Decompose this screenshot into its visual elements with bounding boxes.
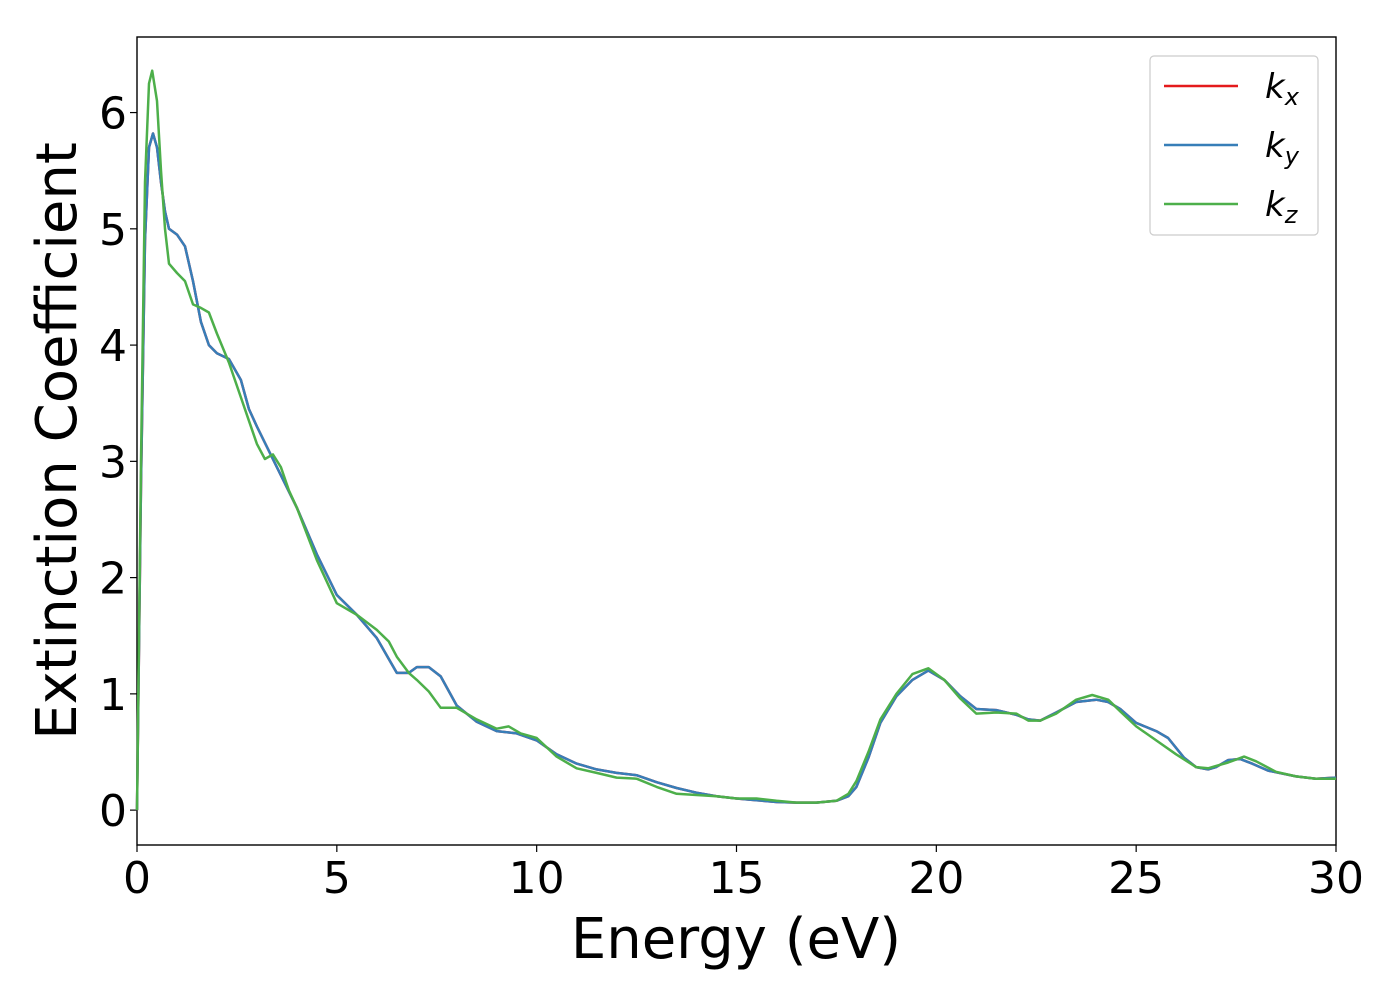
y-tick-label: 4	[99, 321, 127, 372]
y-tick-label: 3	[99, 437, 127, 488]
legend-label-kz: kz	[1265, 185, 1299, 229]
y-tick-label: 0	[99, 786, 127, 837]
legend-label-base: k	[1265, 185, 1286, 225]
series-line-kz	[135, 69, 1336, 811]
legend-label-base: k	[1265, 126, 1286, 166]
series-line-ky	[135, 132, 1337, 811]
series-layer	[135, 69, 1337, 811]
y-tick-label: 6	[99, 89, 127, 140]
y-tick-label: 2	[99, 554, 127, 605]
legend-label-subscript: x	[1284, 83, 1300, 111]
legend-label-base: k	[1265, 67, 1286, 107]
y-tick-label: 5	[99, 205, 127, 256]
x-tick-label: 10	[509, 853, 565, 904]
x-tick-label: 5	[323, 853, 351, 904]
legend-label-subscript: y	[1284, 142, 1300, 170]
legend-label-subscript: z	[1284, 201, 1299, 229]
legend-label-ky: ky	[1265, 126, 1300, 170]
plot-frame	[136, 36, 1337, 846]
legend-label-kx: kx	[1265, 67, 1300, 111]
x-axis-title: Energy (eV)	[571, 907, 901, 972]
x-tick-label: 20	[908, 853, 964, 904]
x-tick-label: 15	[709, 853, 765, 904]
x-tick-label: 30	[1308, 853, 1364, 904]
y-axis-title: Extinction Coefficient	[25, 142, 90, 740]
x-tick-label: 0	[123, 853, 151, 904]
x-tick-label: 25	[1108, 853, 1164, 904]
axis-ticks: 0 5 10 15 20 25 30 0 1 2 3 4 5 6	[99, 89, 1364, 904]
y-tick-label: 1	[99, 670, 127, 721]
